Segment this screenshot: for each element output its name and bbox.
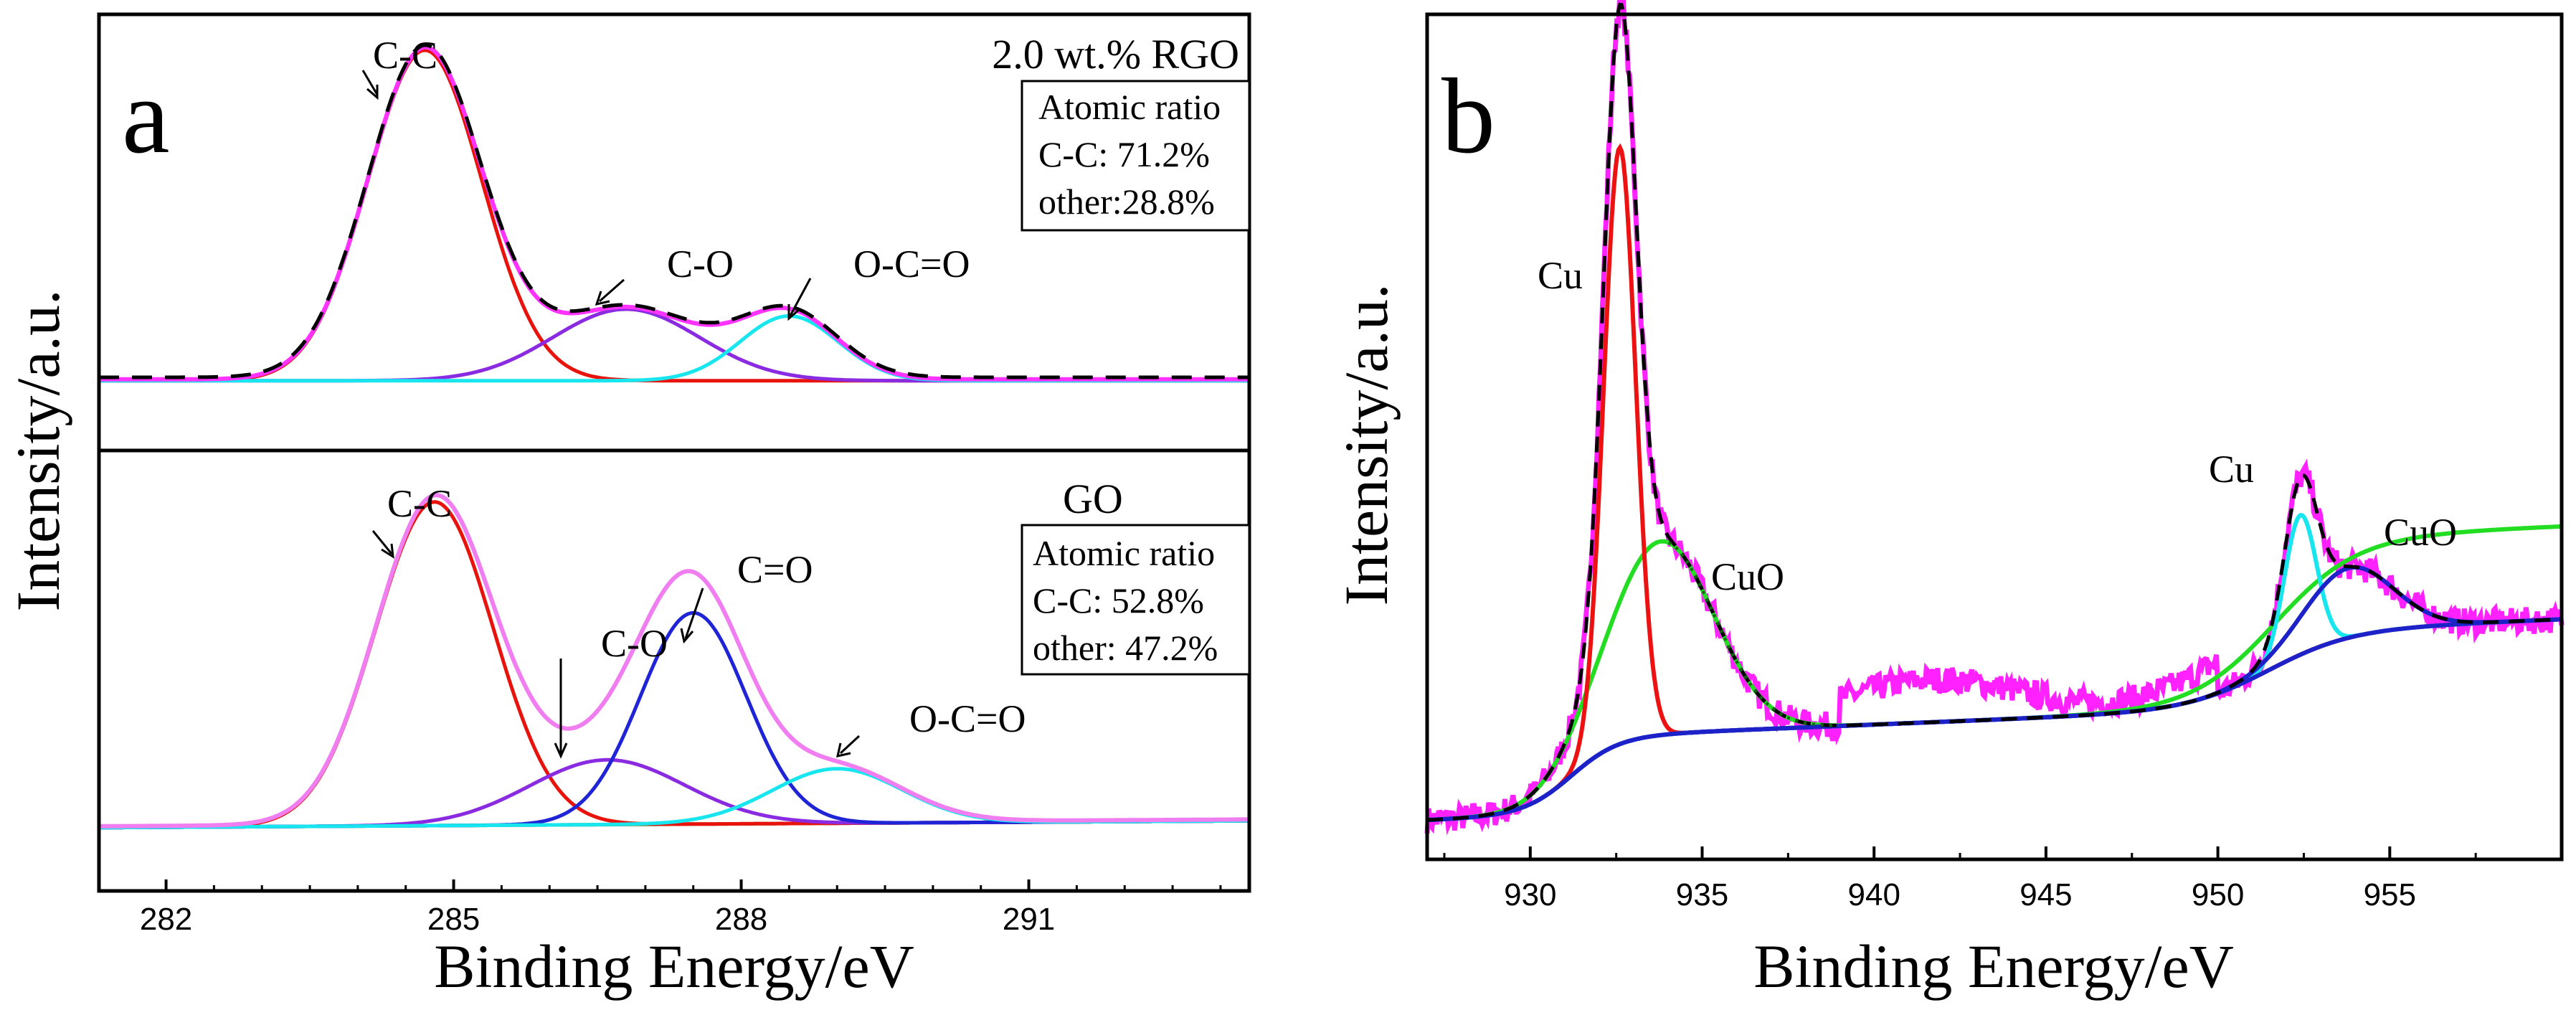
go-sample-label: GO [1063,476,1123,522]
panel-b-y-axis-title: Intensity/a.u. [1332,283,1401,605]
b-peak-cuo-1 [1426,524,2562,823]
rgo-atomic-ratio-box: Atomic ratio C-C: 71.2% other:28.8% [1021,80,1251,232]
panel-b-tick-label: 930 [1504,877,1556,912]
rgo-peak-label-cc: C-C [373,34,437,77]
rgo-atomic-ratio-cc: C-C: 71.2% [1038,134,1210,174]
panel-a-rgo-curves [99,43,1249,383]
panel-a-tick-label: 285 [427,902,480,937]
b-peak-label-cu1: Cu [1538,254,1583,297]
rgo-sample-label: 2.0 wt.% RGO [992,31,1239,77]
panel-b-x-ticks: 930 935 940 945 950 955 [1443,846,2477,912]
panel-a-frame [97,12,1251,893]
go-atomic-ratio-other: other: 47.2% [1033,628,1218,668]
rgo-arrows [361,70,812,321]
panel-b-tick-label: 945 [2019,877,2072,912]
go-peak-label-cc: C-C [387,482,452,525]
go-arrow-ococ [839,735,861,755]
go-arrow-ceo [684,587,704,639]
rgo-arrow-co [599,278,625,303]
rgo-peak-label-ococ: O-C=O [853,242,970,285]
rgo-arrow-ococ [789,278,812,316]
rgo-peak-label-co: C-O [667,242,734,285]
panel-a-y-axis-title: Intensity/a.u. [4,289,72,611]
go-envelope [99,493,1250,829]
panel-b-tick-label: 940 [1848,877,1900,912]
go-peak-label-ceo: C=O [737,548,813,591]
panel-b-tick-label: 955 [2364,877,2416,912]
panel-a: 282 285 288 291 a 2.0 wt.% RGO Atomic ratio… [4,12,1251,1001]
panel-a-tick-label: 291 [1003,902,1055,937]
panel-b: 930 935 940 945 950 955 b Cu CuO Cu CuO Bindi… [1332,0,2565,1001]
go-atomic-ratio-box: Atomic ratio C-C: 52.8% other: 47.2% [1021,524,1251,676]
go-peak-label-co: C-O [601,622,668,665]
rgo-envelope [99,44,1249,382]
panel-b-tick-label: 950 [2192,877,2244,912]
panel-a-x-ticks: 282 285 288 291 [140,879,1222,937]
panel-a-x-axis-title: Binding Energy/eV [434,932,914,1001]
rgo-atomic-ratio-title: Atomic ratio [1038,87,1221,127]
go-arrow-ococ-head [836,742,851,758]
panel-b-tick-label: 935 [1676,877,1728,912]
b-fit-line [1426,2,2562,822]
b-background [1426,617,2562,823]
b-peak-label-cu2: Cu [2209,448,2254,491]
panel-a-tick-label: 282 [140,902,192,937]
rgo-arrow-co-head [595,291,610,306]
panel-b-letter: b [1441,57,1495,176]
rgo-fit-line [99,43,1249,379]
rgo-arrow-cc-head [366,85,379,100]
panel-a-letter: a [122,57,170,176]
panel-b-curves [1424,0,2565,836]
go-arrow-co-head [554,742,568,759]
go-atomic-ratio-frame [1021,524,1251,676]
b-peak-label-cuo2: CuO [2384,511,2457,554]
rgo-arrow-cc [361,70,379,95]
b-peak-label-cuo1: CuO [1711,555,1784,598]
panel-b-frame [1425,12,2564,862]
panel-a-tick-label: 288 [715,902,767,937]
panel-a-go-curves [98,493,1250,830]
go-atomic-ratio-cc: C-C: 52.8% [1033,580,1204,620]
go-peak-label-ococ: O-C=O [909,697,1026,740]
rgo-atomic-ratio-other: other:28.8% [1038,181,1215,222]
rgo-arrow-ococ-head [787,304,800,321]
go-atomic-ratio-title: Atomic ratio [1033,533,1215,573]
go-arrows [371,530,861,759]
go-arrow-cc-head [381,543,394,559]
panel-b-x-axis-title: Binding Energy/eV [1753,932,2234,1001]
go-arrow-cc [371,530,393,554]
rgo-atomic-ratio-frame [1021,80,1251,232]
go-arrow-ceo-head [680,628,694,644]
